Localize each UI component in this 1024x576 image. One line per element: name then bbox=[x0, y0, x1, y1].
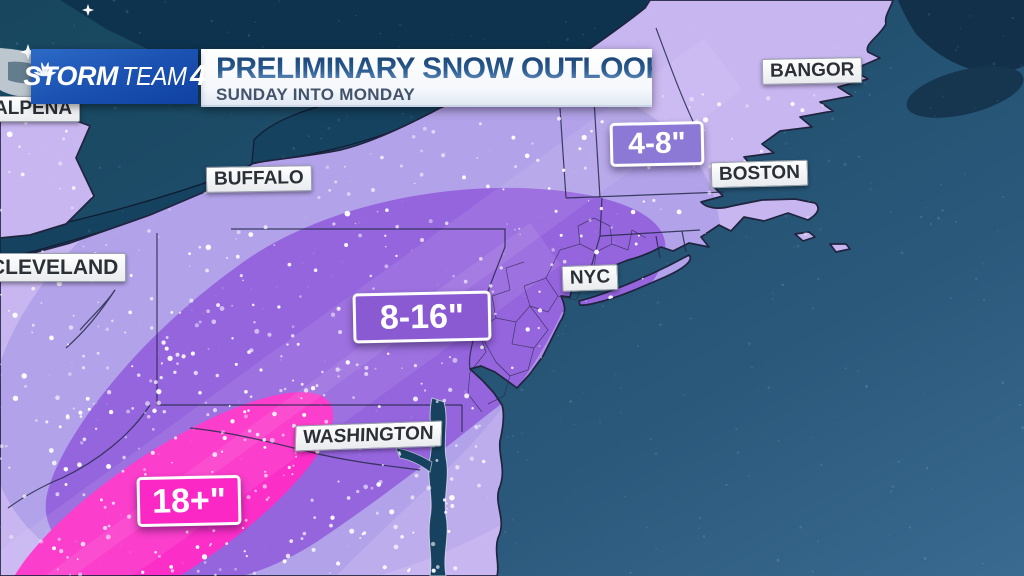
city-label-bangor: BANGOR bbox=[761, 57, 863, 85]
stormteam4-logo: STORM TEAM 4 bbox=[23, 49, 206, 104]
title-banner: PRELIMINARY SNOW OUTLOOK SUNDAY INTO MON… bbox=[201, 49, 667, 107]
logo-number: 4 bbox=[190, 60, 206, 92]
logo-team-text: TEAM bbox=[121, 61, 187, 91]
nova-scotia-landmass bbox=[898, 0, 1024, 73]
city-label-boston: BOSTON bbox=[710, 159, 809, 189]
logo-storm-text: STORM bbox=[23, 61, 118, 91]
city-label-washington: WASHINGTON bbox=[294, 420, 442, 452]
snow-zone-label-4-8: 4-8" bbox=[609, 121, 705, 167]
sparkle-icons bbox=[20, 4, 94, 60]
city-label-buffalo: BUFFALO bbox=[205, 165, 312, 193]
city-label-nyc: NYC bbox=[561, 264, 619, 292]
state-borders bbox=[7, 27, 725, 509]
page-subtitle: SUNDAY INTO MONDAY bbox=[216, 85, 416, 104]
snow-zone-label-8-16: 8-16" bbox=[352, 290, 492, 344]
nbc-peacock-icon bbox=[34, 61, 56, 77]
offshore-landmass bbox=[906, 66, 1024, 118]
page-title: PRELIMINARY SNOW OUTLOOK bbox=[216, 52, 667, 85]
city-label-cleveland: CLEVELAND bbox=[0, 253, 127, 282]
snow-zone-label-18plus: 18+" bbox=[136, 474, 242, 528]
